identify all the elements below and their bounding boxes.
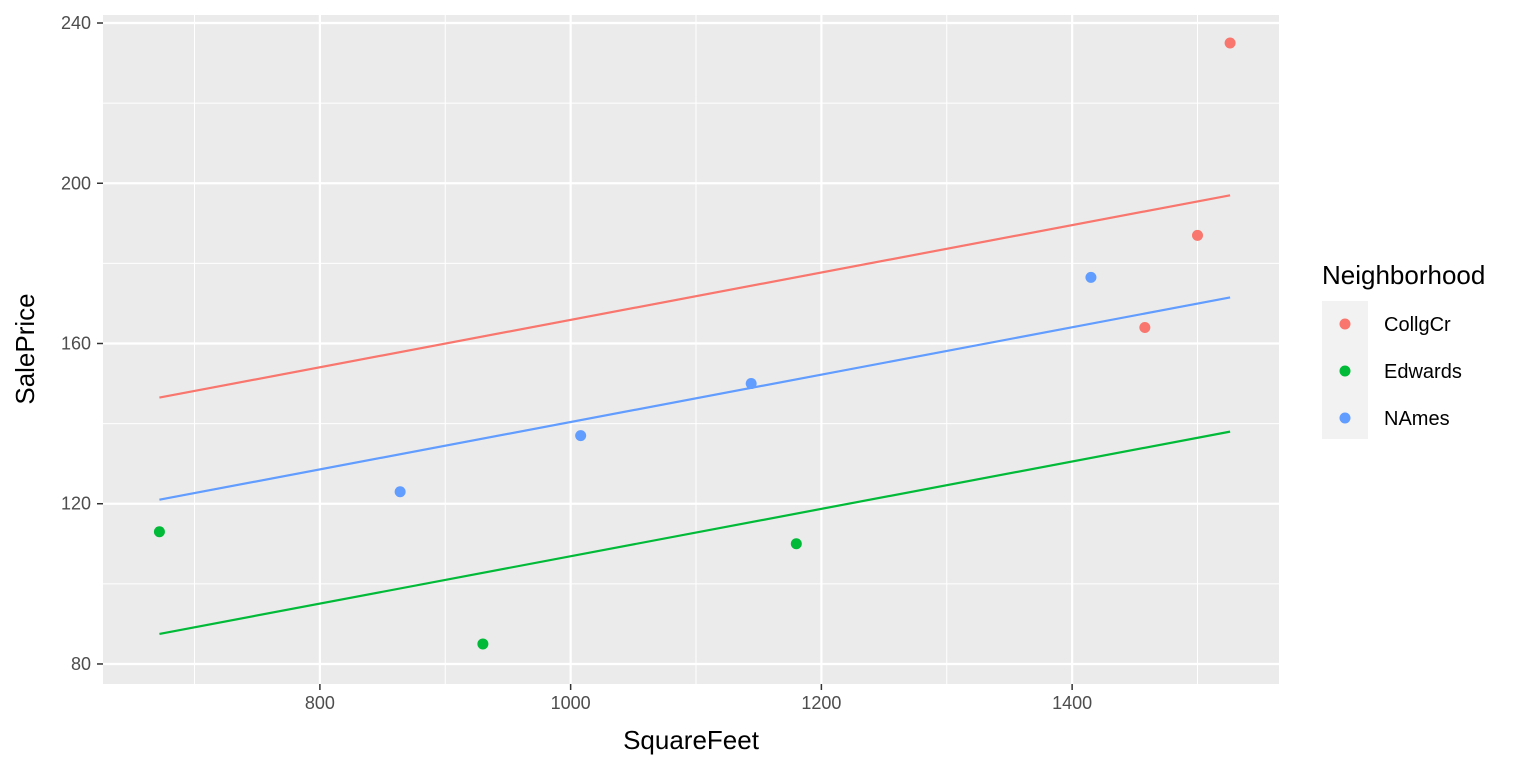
data-point-names — [394, 486, 406, 498]
y-axis: 80 120 160 200 240 — [61, 13, 103, 674]
minor-gridlines — [103, 15, 1279, 684]
legend-items: CollgCr Edwards NAmes — [1339, 314, 1462, 430]
x-tick-label: 1000 — [551, 693, 591, 713]
y-axis-title: SalePrice — [10, 293, 40, 404]
data-point-edwards — [790, 538, 802, 550]
data-point-collgcr — [1139, 321, 1151, 333]
legend-label-collgcr: CollgCr — [1384, 314, 1451, 336]
major-gridlines — [103, 15, 1279, 684]
legend-label-names: NAmes — [1384, 408, 1450, 430]
data-point-edwards — [153, 526, 165, 538]
data-point-edwards — [477, 638, 489, 650]
legend-label-edwards: Edwards — [1384, 361, 1462, 383]
data-point-names — [575, 430, 587, 442]
x-tick-label: 1200 — [801, 693, 841, 713]
y-tick-label: 160 — [61, 333, 91, 353]
data-point-names — [745, 378, 757, 390]
fit-lines — [159, 194, 1231, 636]
plot-panel — [103, 15, 1279, 684]
x-tick-label: 800 — [305, 693, 335, 713]
data-points — [153, 37, 1236, 650]
data-point-collgcr — [1192, 229, 1204, 241]
y-tick-label: 120 — [61, 494, 91, 514]
x-tick-label: 1400 — [1052, 693, 1092, 713]
data-point-collgcr — [1224, 37, 1236, 49]
legend: Neighborhood CollgCr Edwards NAmes — [1322, 260, 1485, 439]
fit-line-names — [159, 296, 1231, 501]
x-axis: 800 1000 1200 1400 — [305, 684, 1092, 713]
fit-line-edwards — [159, 430, 1231, 636]
y-tick-label: 80 — [71, 654, 91, 674]
legend-key-edwards — [1339, 365, 1351, 377]
data-point-names — [1085, 271, 1097, 283]
legend-key-names — [1339, 412, 1351, 424]
y-tick-label: 200 — [61, 173, 91, 193]
legend-key-collgcr — [1339, 318, 1351, 330]
y-tick-label: 240 — [61, 13, 91, 33]
legend-title: Neighborhood — [1322, 260, 1485, 290]
fit-line-collgcr — [159, 194, 1231, 399]
x-axis-title: SquareFeet — [623, 725, 760, 755]
